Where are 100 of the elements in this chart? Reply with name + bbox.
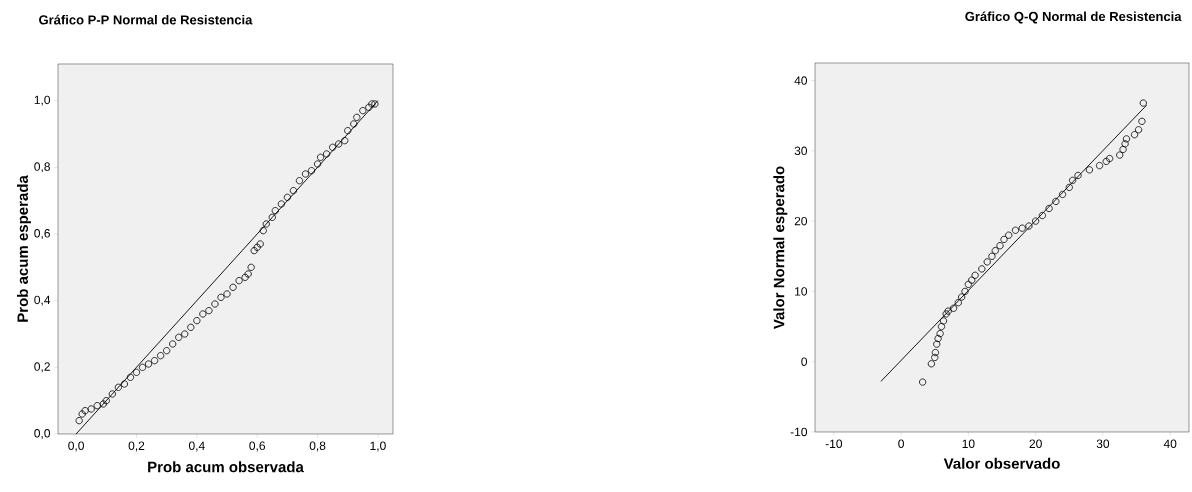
point — [87, 405, 95, 413]
point — [150, 357, 159, 365]
point — [1119, 145, 1127, 154]
point — [250, 247, 258, 255]
point — [1045, 204, 1053, 213]
point — [344, 127, 352, 135]
chart-title: Gráfico Q-Q Normal de Resistencia — [965, 11, 1182, 24]
point — [936, 329, 944, 338]
point — [1065, 183, 1073, 191]
point — [205, 307, 213, 315]
point — [175, 333, 183, 341]
point — [1058, 190, 1067, 199]
x-tick-label: 30 — [1096, 439, 1110, 449]
x-tick-label: 1,0 — [370, 441, 386, 452]
point — [1000, 235, 1008, 243]
point — [241, 273, 249, 281]
point — [371, 100, 379, 108]
point — [329, 143, 337, 151]
point — [157, 352, 165, 360]
point — [359, 107, 367, 115]
y-tick-label: 0,6 — [34, 229, 50, 239]
y-tick-label: 1,0 — [34, 95, 51, 106]
y-tick-label: 0,8 — [34, 162, 50, 173]
point — [1052, 197, 1060, 206]
y-tick-label: 0,0 — [34, 429, 51, 439]
point — [983, 258, 991, 266]
point — [1011, 226, 1020, 234]
point — [933, 340, 941, 348]
x-tick-label: 20 — [1029, 439, 1042, 449]
x-tick-label: -10 — [825, 439, 843, 449]
point — [295, 177, 304, 185]
point — [937, 322, 946, 331]
y-axis-title: Prob acum esperada — [16, 175, 31, 322]
point — [132, 368, 141, 376]
point — [229, 283, 237, 291]
point — [341, 137, 349, 145]
point — [968, 276, 976, 284]
point — [126, 373, 135, 381]
point — [931, 348, 940, 357]
point — [954, 299, 962, 307]
point — [368, 100, 376, 108]
point — [217, 293, 225, 301]
point — [1005, 231, 1013, 239]
x-tick-label: 0,6 — [249, 441, 266, 452]
point — [1018, 224, 1026, 232]
y-tick-label: 0,4 — [34, 295, 51, 306]
x-tick-label: 0,8 — [309, 441, 326, 452]
point — [988, 252, 996, 260]
point — [964, 280, 972, 288]
y-tick-label: 0 — [801, 357, 808, 366]
point — [169, 340, 177, 348]
point — [991, 247, 999, 255]
y-tick-label: 0,2 — [34, 362, 50, 373]
point — [301, 170, 310, 178]
point — [1134, 126, 1143, 134]
point — [934, 334, 942, 343]
x-axis-title: Valor observado — [943, 457, 1060, 469]
point — [235, 277, 243, 285]
x-tick-label: 0,2 — [128, 441, 145, 452]
point — [1069, 176, 1077, 184]
point — [114, 383, 122, 391]
point — [350, 120, 358, 128]
point — [1102, 157, 1110, 165]
x-tick-label: 0 — [898, 439, 904, 449]
point — [1130, 131, 1139, 139]
point — [919, 378, 927, 386]
point — [268, 213, 276, 221]
point — [1085, 166, 1094, 174]
x-tick-label: 10 — [962, 439, 975, 449]
point — [1106, 154, 1114, 163]
point — [289, 187, 298, 195]
point — [1121, 140, 1129, 148]
x-axis-title: Prob acum observada — [148, 461, 304, 473]
point — [353, 113, 361, 121]
y-tick-label: 40 — [794, 76, 808, 85]
point — [944, 307, 952, 315]
x-tick-label: 40 — [1163, 439, 1177, 449]
point — [1038, 211, 1046, 220]
point — [335, 140, 343, 148]
point — [1025, 222, 1033, 230]
point — [181, 330, 189, 338]
point — [199, 310, 207, 318]
point — [931, 353, 939, 362]
point — [108, 390, 116, 398]
point — [277, 200, 285, 208]
point — [93, 402, 101, 410]
point — [256, 240, 264, 248]
point — [81, 407, 89, 415]
point — [262, 220, 270, 228]
point — [271, 207, 279, 215]
point — [283, 193, 291, 201]
point — [961, 287, 969, 296]
point — [1095, 162, 1104, 170]
point — [120, 380, 129, 388]
point — [978, 265, 986, 273]
point — [138, 363, 147, 371]
y-tick-label: -10 — [790, 427, 808, 437]
y-tick-label: 30 — [794, 146, 808, 156]
point — [187, 323, 195, 331]
y-tick-label: 20 — [794, 216, 808, 226]
